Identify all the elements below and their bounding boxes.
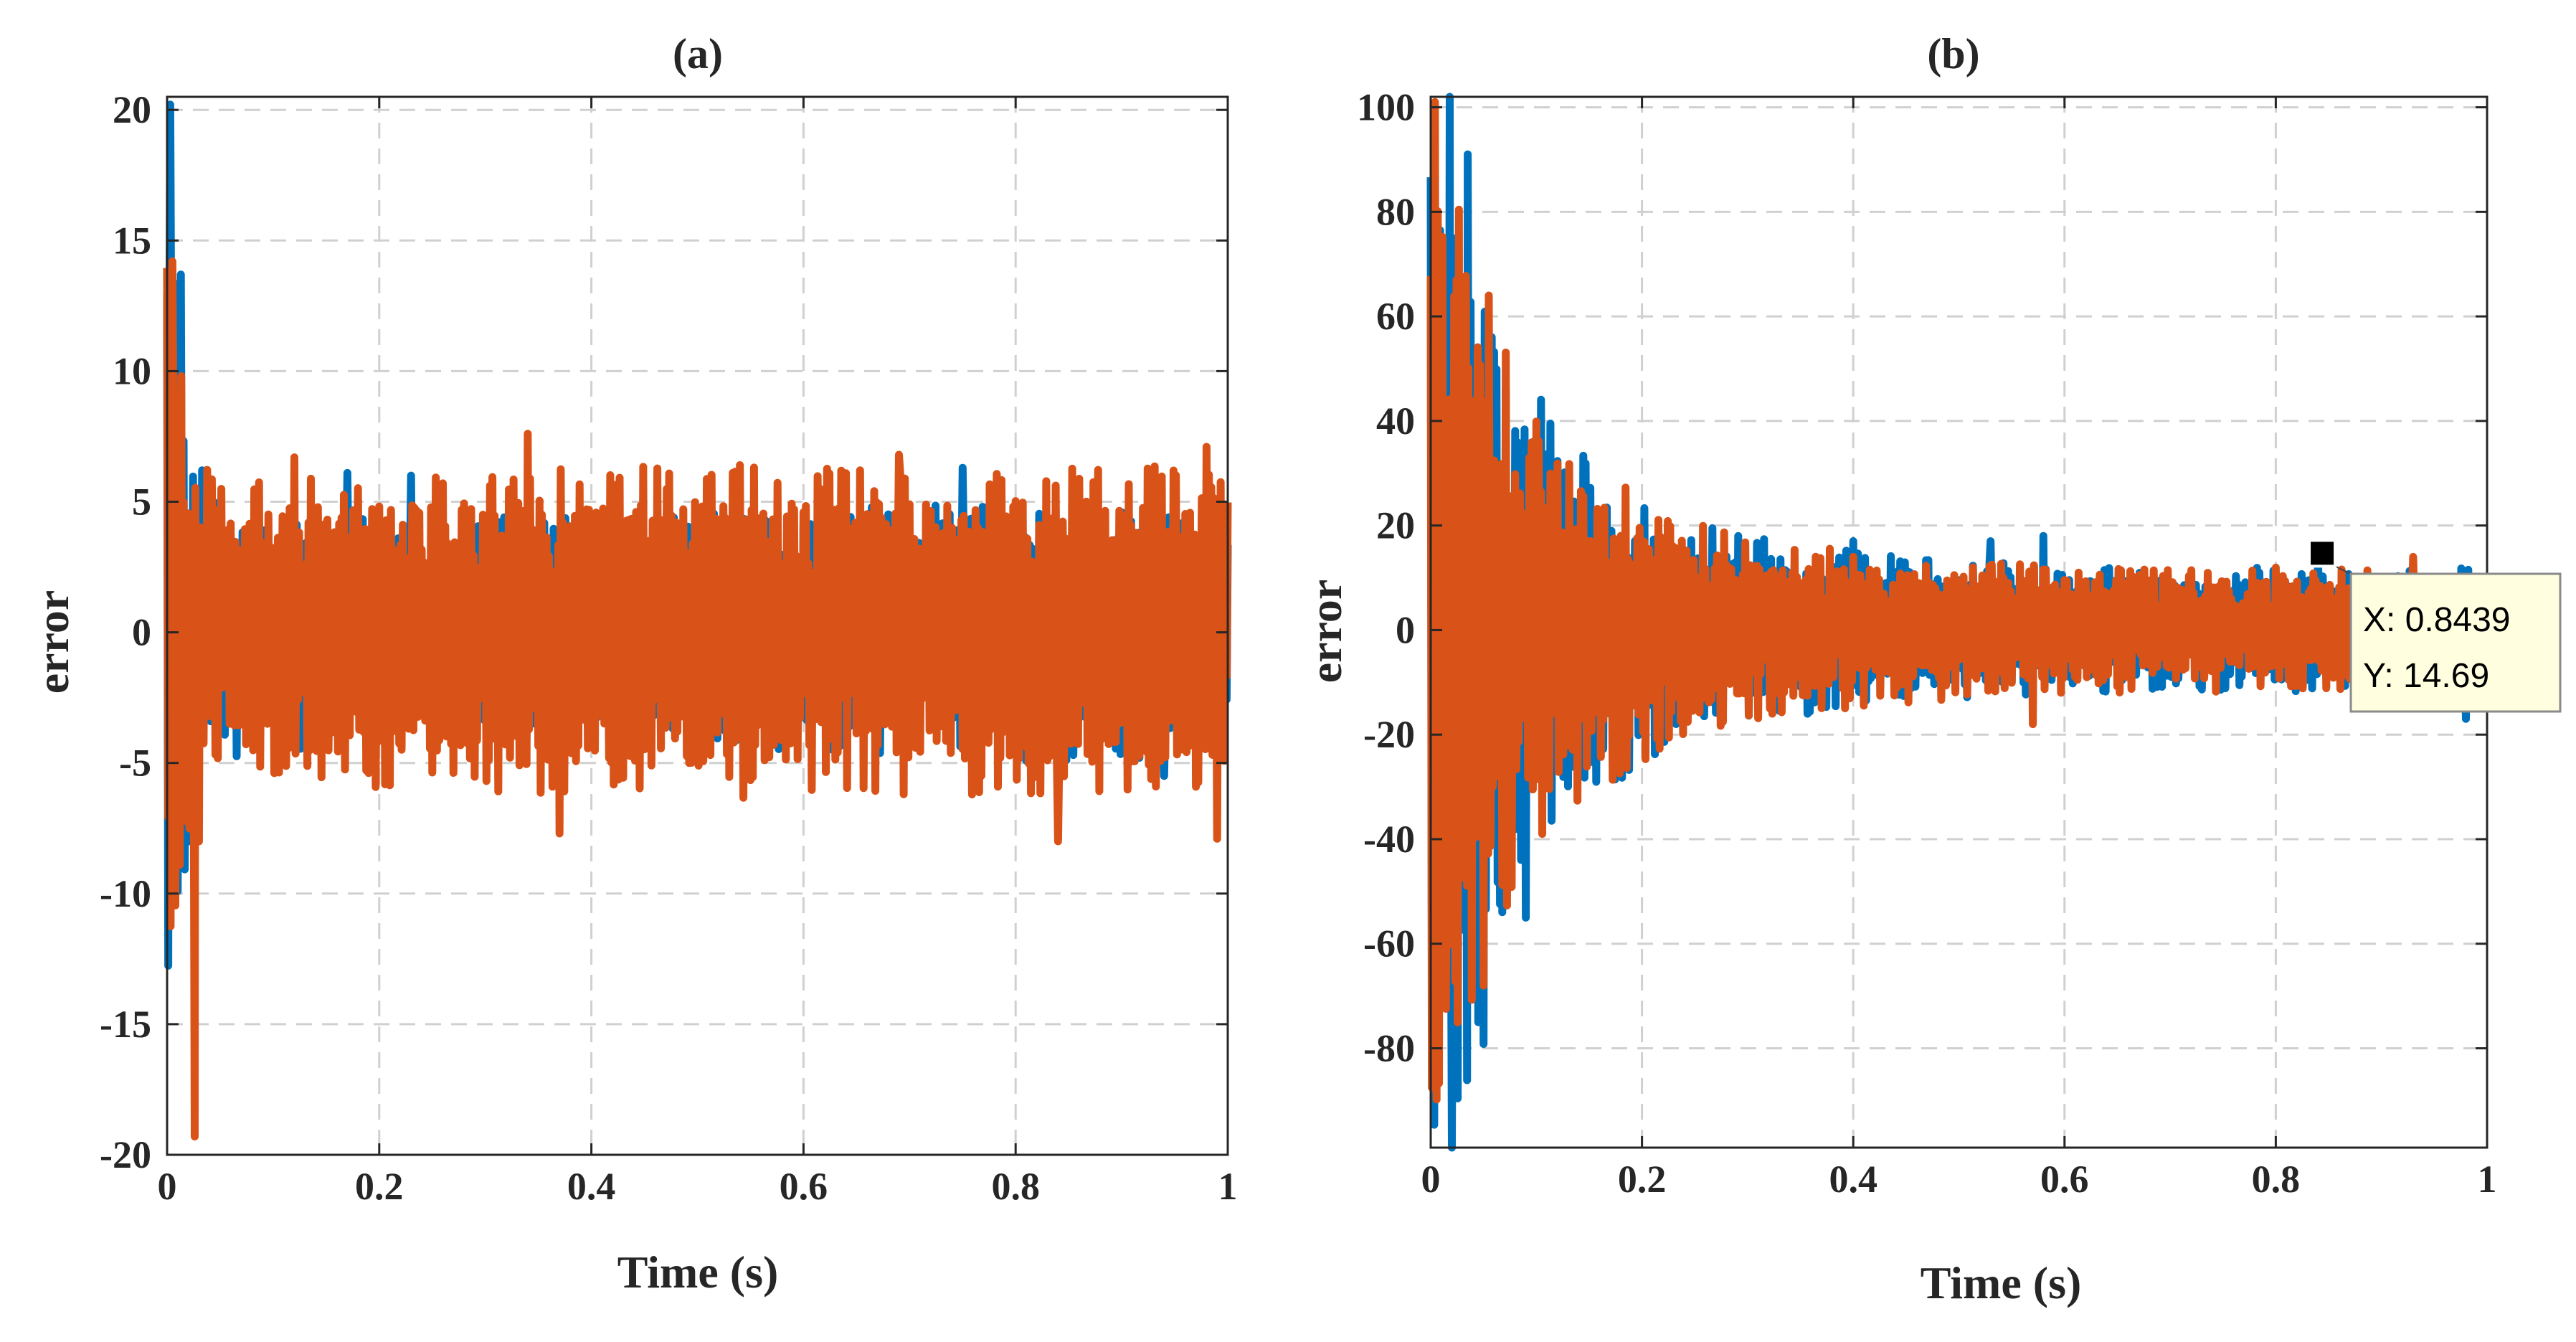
y-tick-label-1: -60: [1363, 922, 1415, 965]
x-tick-label-0: 0: [158, 1165, 177, 1208]
chart-b-ylabel: error: [1300, 580, 1351, 683]
chart-a-x-tick-labels: 0 0.2 0.4 0.6 0.8 1: [158, 1165, 1238, 1208]
y-tick-label-8: 20: [113, 88, 151, 131]
y-tick-label-5: 5: [132, 481, 151, 524]
x-tick-label-5: 1: [1218, 1165, 1238, 1208]
datatip-y-label: Y: 14.69: [2363, 657, 2489, 695]
x-tick-label-2: 0.4: [1829, 1158, 1877, 1201]
datatip-x-label: X: 0.8439: [2363, 601, 2511, 639]
chart-a-title: (a): [673, 30, 723, 77]
x-tick-label-0: 0: [1421, 1158, 1441, 1201]
x-tick-label-3: 0.6: [780, 1165, 828, 1208]
chart-a: (a) 0 0.2 0.4 0.6 0.8 1 -20 -15 -10 -5 0 5 10 15 20 T…: [27, 30, 1238, 1298]
datatip-box: [2349, 572, 2562, 713]
y-tick-label-7: 15: [113, 219, 151, 262]
x-tick-label-1: 0.2: [355, 1165, 404, 1208]
chart-a-xlabel: Time (s): [617, 1247, 779, 1298]
x-tick-label-1: 0.2: [1618, 1158, 1667, 1201]
y-tick-label-9: 100: [1357, 86, 1415, 129]
x-tick-label-4: 0.8: [2252, 1158, 2301, 1201]
y-tick-label-2: -10: [100, 872, 151, 915]
y-tick-label-3: -5: [119, 742, 151, 785]
series-line-2: [163, 257, 1232, 1140]
chart-b-title: (b): [1927, 30, 1979, 77]
datatip-marker[interactable]: [2308, 539, 2337, 568]
chart-b: (b) 0 0.2 0.4 0.6 0.8 1 -80 -60 -40 -20 0 20 40 60 80…: [1300, 30, 2562, 1308]
chart-b-y-tick-labels: -80 -60 -40 -20 0 20 40 60 80 100: [1357, 86, 1415, 1070]
chart-a-ylabel: error: [27, 590, 78, 694]
y-tick-label-2: -40: [1363, 818, 1415, 861]
y-tick-label-3: -20: [1363, 713, 1415, 756]
datatip-pointer: [2334, 565, 2352, 575]
chart-b-xlabel: Time (s): [1921, 1257, 2082, 1308]
chart-a-ticks: [166, 97, 1229, 1156]
chart-b-series: [1426, 93, 2491, 1152]
y-tick-label-0: -20: [100, 1133, 151, 1176]
y-tick-label-4: 0: [132, 611, 151, 654]
datatip[interactable]: X: 0.8439 Y: 14.69: [2308, 539, 2562, 713]
y-tick-label-7: 60: [1376, 295, 1415, 338]
y-tick-label-5: 20: [1376, 504, 1415, 547]
chart-a-series: [163, 100, 1232, 1140]
y-tick-label-6: 10: [113, 349, 151, 392]
series-line-2: [1426, 98, 2491, 1104]
x-tick-label-3: 0.6: [2040, 1158, 2089, 1201]
chart-b-x-tick-labels: 0 0.2 0.4 0.6 0.8 1: [1421, 1158, 2497, 1201]
y-tick-label-4: 0: [1396, 608, 1415, 651]
x-tick-label-5: 1: [2478, 1158, 2497, 1201]
x-tick-label-2: 0.4: [567, 1165, 616, 1208]
x-tick-label-4: 0.8: [991, 1165, 1040, 1208]
y-tick-label-1: -15: [100, 1003, 151, 1046]
y-tick-label-6: 40: [1376, 400, 1415, 443]
chart-a-y-tick-labels: -20 -15 -10 -5 0 5 10 15 20: [100, 88, 151, 1176]
y-tick-label-8: 80: [1376, 190, 1415, 233]
y-tick-label-0: -80: [1363, 1027, 1415, 1070]
chart-a-axes-box: [166, 95, 1229, 1156]
